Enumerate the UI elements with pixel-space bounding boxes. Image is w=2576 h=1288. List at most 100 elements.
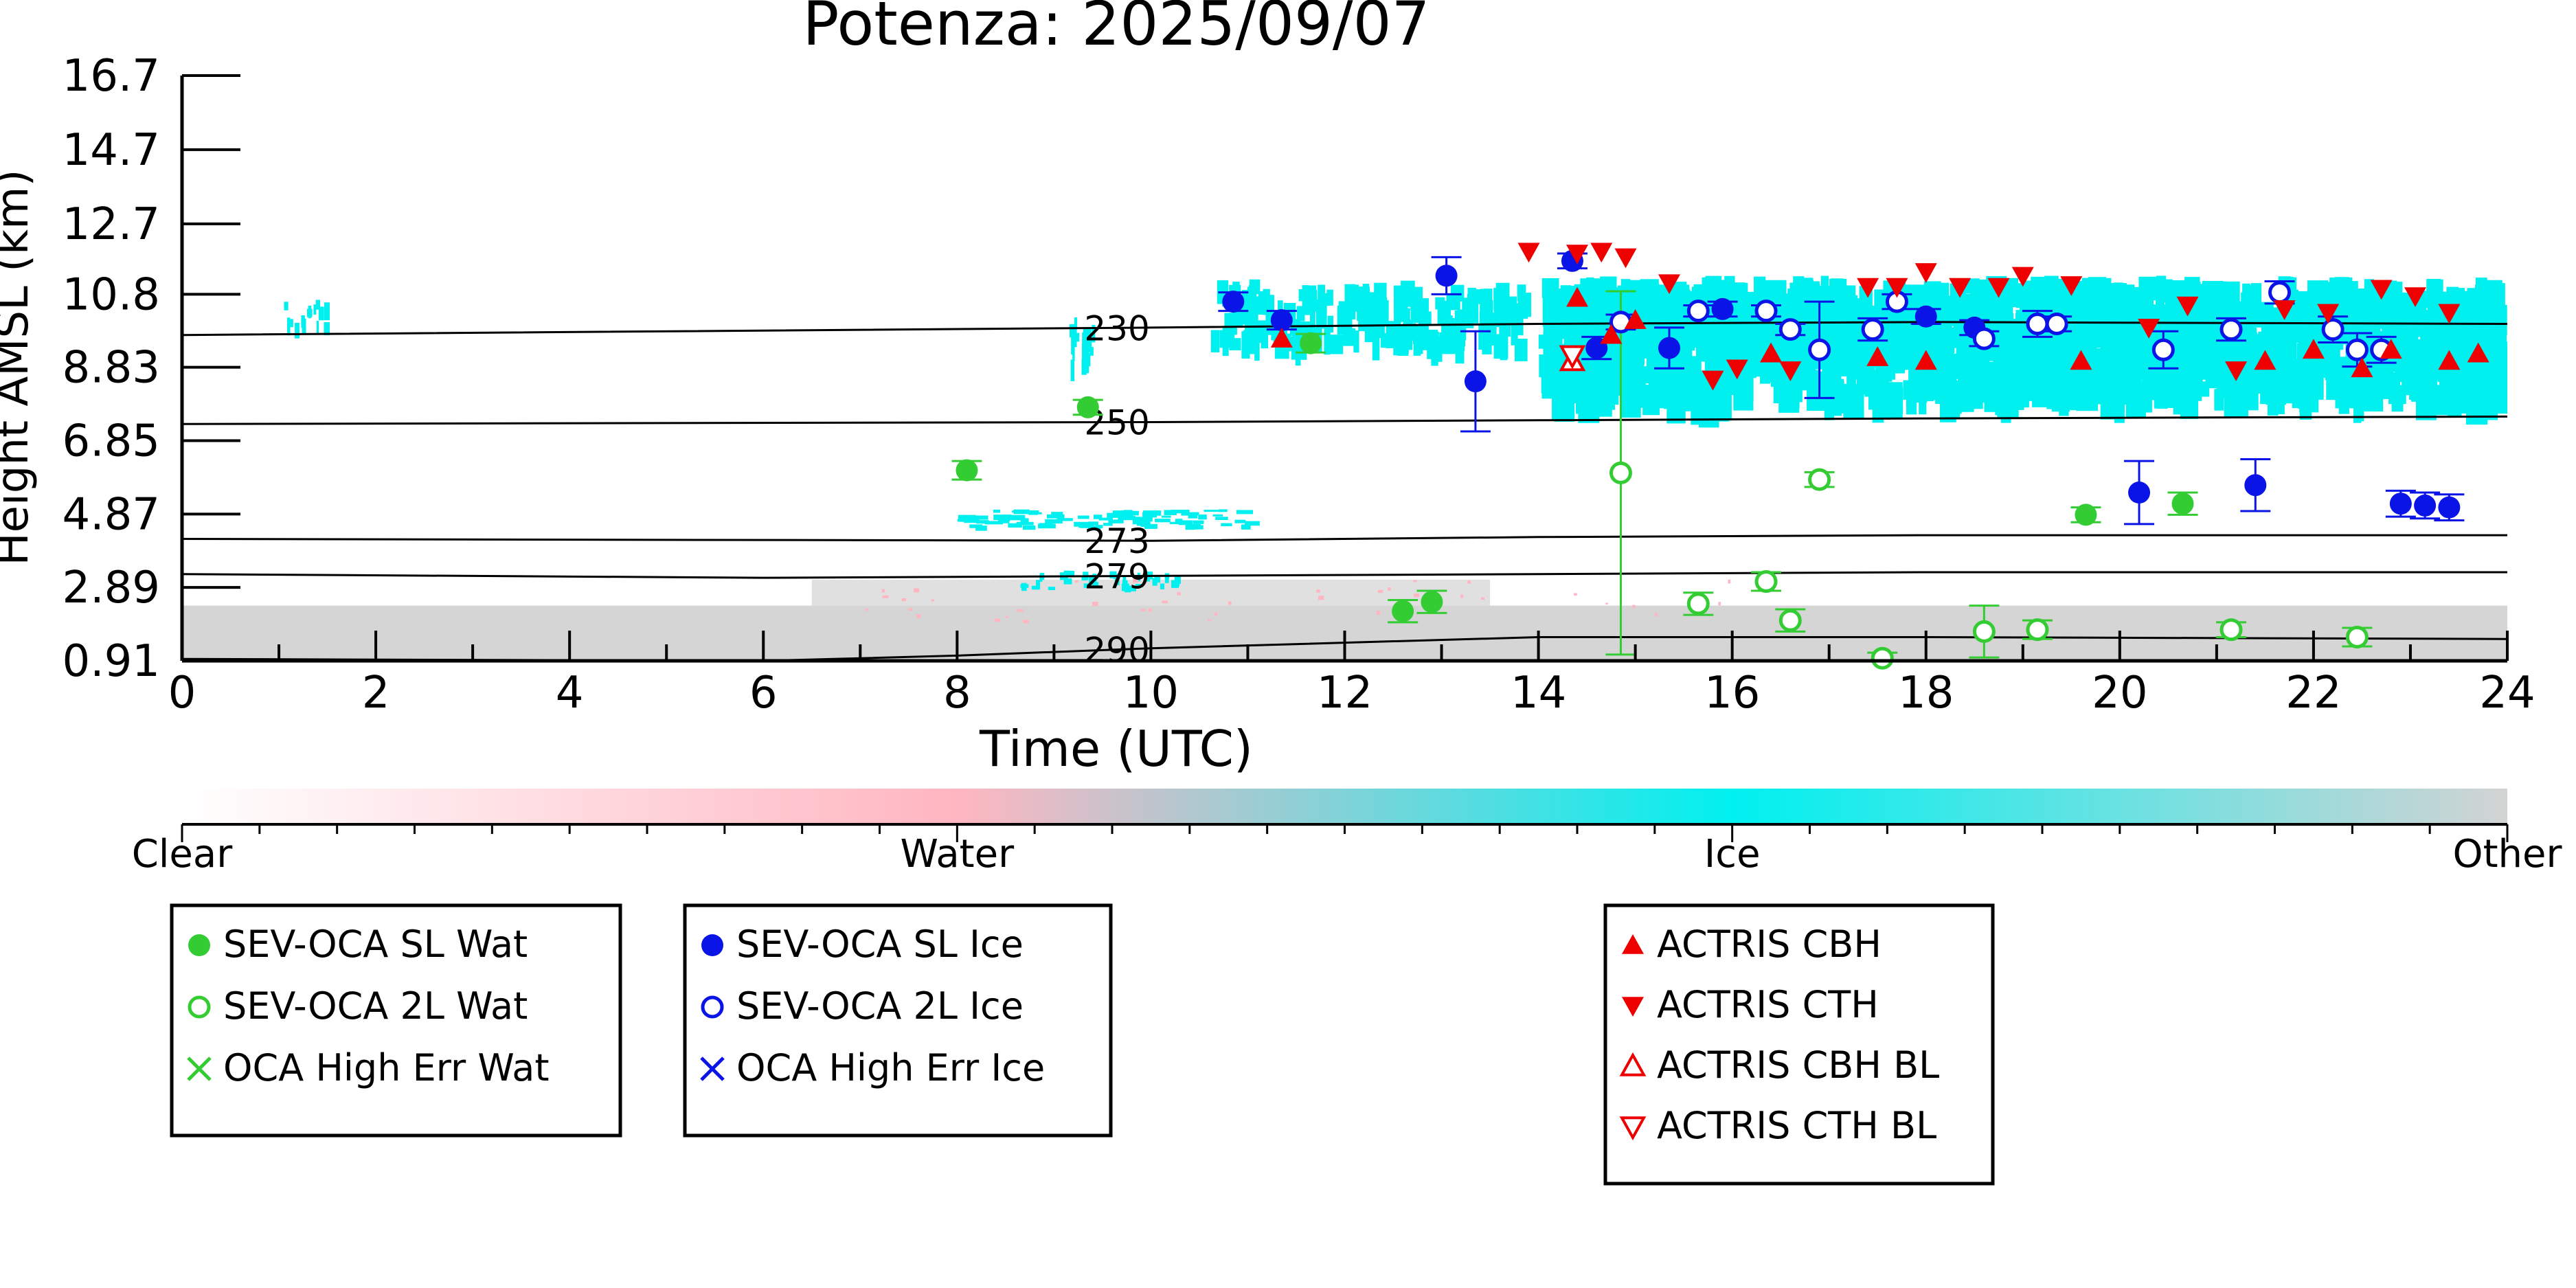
cloud-pixel: [2408, 361, 2421, 379]
marker: [701, 934, 723, 956]
cloud-pixel: [2417, 314, 2425, 337]
legend-frame: [170, 903, 622, 1138]
cloud-pixel: [1118, 513, 1133, 519]
cloud-pixel: [1467, 580, 1471, 584]
cloud-pixel: [1743, 372, 1754, 401]
series-actris-cbh: [1270, 286, 2489, 378]
cloud-pixel: [2015, 366, 2033, 389]
cloud-pixel: [1675, 321, 1698, 343]
marker: [1686, 592, 1710, 615]
cloud-pixel: [2423, 335, 2435, 352]
marker: [1435, 264, 1458, 287]
cloud-pixel: [1415, 324, 1423, 354]
cloud-pixel: [284, 302, 289, 310]
cloud-pixel: [2108, 379, 2117, 399]
contour-label: 230: [1084, 308, 1149, 348]
cloud-pixel: [318, 306, 324, 321]
marker: [2273, 300, 2296, 320]
cloud-pixel: [1457, 309, 1465, 330]
cloud-pixel: [1155, 576, 1161, 583]
cloud-pixel: [1005, 615, 1008, 618]
cloud-pixel: [1177, 591, 1181, 596]
cloud-pixel: [2090, 350, 2103, 378]
cloud-pixel: [1241, 524, 1251, 530]
cloud-pixel: [1198, 515, 1207, 520]
marker: [1702, 370, 1724, 391]
cloud-pixel: [1298, 289, 1306, 302]
cloud-pixel: [2278, 376, 2288, 398]
cloud-pixel: [2108, 282, 2127, 299]
cloud-pixel: [1083, 583, 1092, 588]
cloud-pixel: [1995, 382, 2011, 416]
y-axis-label: Height AMSL (km): [0, 170, 38, 566]
marker: [1760, 342, 1783, 363]
marker: [2317, 304, 2340, 324]
cloud-pixel: [1063, 578, 1072, 585]
marker: [2370, 280, 2393, 300]
cloud-pixel: [1047, 519, 1063, 524]
cloud-pixel: [901, 598, 906, 602]
marker: [2225, 361, 2248, 381]
legend-box: SEV-OCA SL Ice SEV-OCA 2L Ice OCA High Err…: [683, 903, 1113, 1138]
marker: [1270, 309, 1293, 332]
cloud-pixel: [2091, 385, 2111, 405]
cloud-pixel: [1083, 328, 1087, 339]
x-tick-label: 20: [2092, 668, 2147, 719]
x-tick-label: 0: [168, 668, 196, 719]
legend-label: SEV-OCA SL Ice: [736, 923, 1024, 966]
cloud-pixel: [1114, 577, 1120, 585]
marker: [2438, 304, 2461, 324]
cloud-pixel: [1080, 523, 1089, 528]
cloud-pixel: [1318, 596, 1324, 600]
legend-label: ACTRIS CTH BL: [1657, 1104, 1936, 1147]
cloud-pixel: [1258, 291, 1265, 311]
cloud-pixel: [1020, 518, 1029, 523]
cloud-pixel: [1028, 512, 1039, 515]
legend-label: SEV-OCA SL Wat: [223, 923, 528, 966]
cloud-pixel: [1098, 517, 1113, 521]
cloud-pixel: [1544, 324, 1559, 343]
cloud-pixel: [1516, 307, 1524, 336]
marker: [1622, 934, 1644, 954]
cloud-pixel: [1020, 584, 1029, 588]
cloud-pixel: [1868, 383, 1884, 410]
cloud-pixel: [1413, 594, 1419, 598]
marker: [188, 934, 210, 956]
cloud-pixel: [1347, 312, 1353, 337]
cloud-pixel: [313, 304, 317, 315]
cloud-pixel: [2088, 304, 2109, 319]
cloud-pixel: [2432, 279, 2443, 300]
marker: [1622, 997, 1644, 1017]
cloud-pixel: [1174, 575, 1181, 585]
series-sev-oca-2l-ice: [1605, 280, 2397, 399]
cloud-pixel: [1087, 327, 1092, 346]
cloud-pixel: [1842, 316, 1857, 334]
cloud-pixel: [1602, 290, 1614, 315]
cloud-pixel: [1089, 347, 1094, 356]
cloud-pixel: [1277, 300, 1283, 315]
cloud-pixel: [2182, 317, 2203, 343]
cloud-pixel: [2081, 331, 2103, 348]
cloud-pixel: [295, 322, 300, 339]
cloud-pixel: [2156, 275, 2167, 303]
x-axis-label: Time (UTC): [979, 720, 1253, 778]
cloud-pixel: [1327, 315, 1333, 333]
cloud-pixel: [1309, 302, 1315, 328]
cloud-pixel: [1192, 524, 1199, 530]
cloud-pixel: [1432, 338, 1441, 359]
cloud-pixel: [1480, 597, 1485, 600]
marker: [2321, 318, 2345, 341]
cloud-pixel: [1084, 357, 1088, 373]
cloud-pixel: [2391, 387, 2404, 412]
marker: [2070, 350, 2092, 370]
cloud-pixel: [1984, 375, 1998, 412]
cloud-pixel: [2244, 361, 2255, 383]
cloud-pixel: [1435, 297, 1445, 310]
contour-label: 290: [1084, 631, 1149, 670]
marker: [188, 995, 211, 1019]
marker: [1778, 318, 1802, 341]
cloud-pixel: [2250, 283, 2262, 319]
marker: [2045, 313, 2068, 336]
cloud-pixel: [1219, 509, 1228, 512]
cloud-pixel: [1423, 298, 1429, 320]
